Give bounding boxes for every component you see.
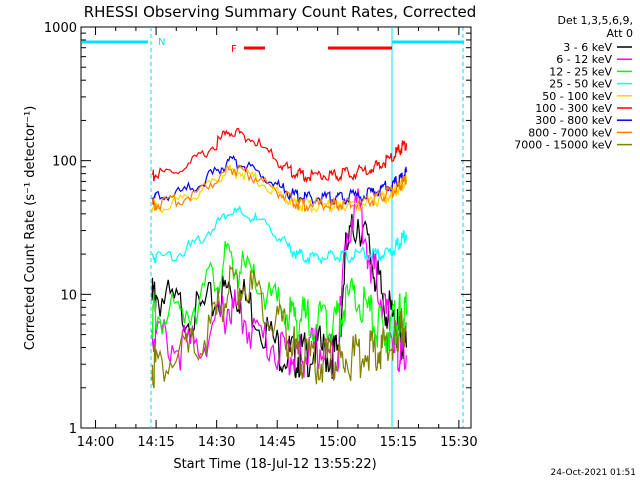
series-line-0: [151, 213, 407, 379]
y-tick-label-0: 1: [69, 422, 77, 437]
legend-label-5: 100 - 300 keV: [535, 102, 612, 115]
x-tick-label-6: 15:30: [440, 435, 477, 450]
flag-markers: NF: [82, 27, 464, 428]
legend-label-1: 6 - 12 keV: [556, 53, 612, 66]
legend-label-0: 3 - 6 keV: [563, 41, 612, 54]
legend-label-7: 800 - 7000 keV: [528, 126, 612, 139]
legend-label-3: 25 - 50 keV: [549, 78, 612, 91]
x-tick-label-4: 15:00: [319, 435, 356, 450]
series-line-1: [151, 188, 407, 380]
series-line-5: [151, 127, 407, 183]
x-tick-label-2: 14:30: [198, 435, 235, 450]
series-line-7: [151, 164, 407, 213]
flag-label-f: F: [231, 44, 237, 55]
x-axis-label: Start Time (18-Jul-12 13:55:22): [173, 457, 376, 472]
x-tick-label-1: 14:15: [137, 435, 174, 450]
series-line-3: [151, 205, 407, 264]
legend-label-2: 12 - 25 keV: [549, 65, 612, 78]
legend-label-6: 300 - 800 keV: [535, 114, 612, 127]
footer-date: 24-Oct-2021 01:51: [551, 468, 636, 478]
x-tick-label-0: 14:00: [77, 435, 114, 450]
tick-labels: 14:00 14:15 14:30 14:45 15:00 15:15 15:30 1 10 10…: [44, 21, 478, 450]
axis-ticks: [81, 26, 471, 429]
series-layer: [151, 127, 407, 389]
y-tick-label-2: 100: [52, 155, 77, 170]
x-tick-label-3: 14:45: [258, 435, 295, 450]
legend-label-4: 50 - 100 keV: [542, 90, 612, 103]
legend-header-line-1: Det 1,3,5,6,9,: [557, 14, 633, 27]
flag-label-n: N: [158, 37, 165, 48]
legend-label-8: 7000 - 15000 keV: [514, 139, 612, 152]
chart-title: RHESSI Observing Summary Count Rates, Co…: [84, 3, 477, 21]
series-line-4: [151, 163, 407, 214]
plot-frame: [80, 26, 472, 429]
y-tick-label-3: 1000: [44, 21, 77, 36]
x-tick-label-5: 15:15: [380, 435, 417, 450]
y-tick-label-1: 10: [60, 288, 77, 303]
series-line-8: [151, 264, 407, 389]
legend-header-line-2: Att 0: [607, 27, 633, 40]
y-axis-label: Corrected Count Rate (s⁻¹ detector⁻¹): [23, 106, 38, 351]
